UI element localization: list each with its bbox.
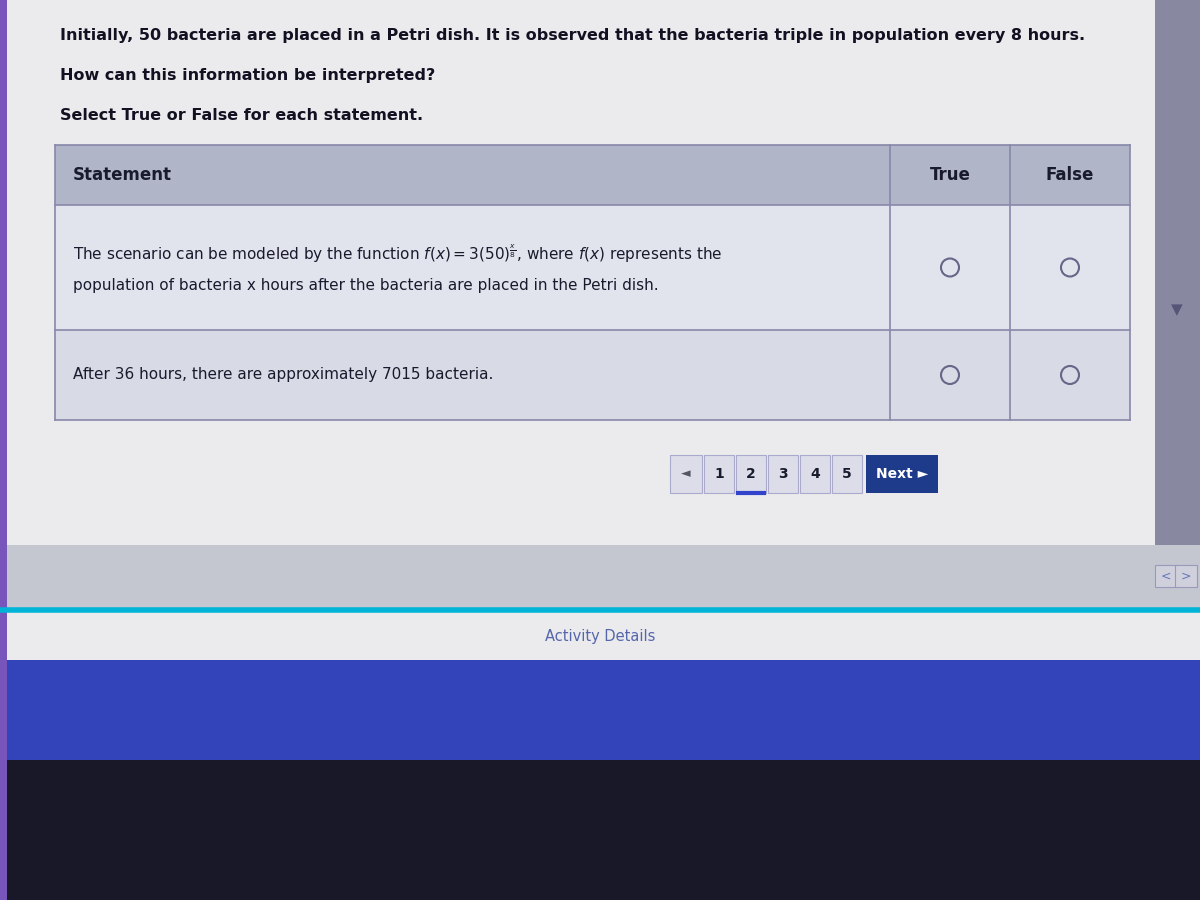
FancyBboxPatch shape (0, 545, 1200, 610)
FancyBboxPatch shape (0, 660, 1200, 760)
Text: Initially, 50 bacteria are placed in a Petri dish. It is observed that the bacte: Initially, 50 bacteria are placed in a P… (60, 28, 1085, 43)
Text: Statement: Statement (73, 166, 172, 184)
FancyBboxPatch shape (1175, 565, 1198, 587)
Text: <: < (1160, 570, 1171, 582)
Text: ▼: ▼ (1171, 302, 1183, 318)
FancyBboxPatch shape (55, 330, 1130, 420)
FancyBboxPatch shape (55, 145, 1130, 205)
Text: The scenario can be modeled by the function $f(x) = 3(50)^{\frac{x}{8}}$, where : The scenario can be modeled by the funct… (73, 242, 722, 265)
FancyBboxPatch shape (1154, 0, 1200, 545)
FancyBboxPatch shape (866, 455, 938, 493)
FancyBboxPatch shape (768, 455, 798, 493)
FancyBboxPatch shape (0, 610, 1200, 665)
FancyBboxPatch shape (832, 455, 862, 493)
FancyBboxPatch shape (0, 760, 1200, 900)
Text: True: True (930, 166, 971, 184)
Text: False: False (1046, 166, 1094, 184)
Text: How can this information be interpreted?: How can this information be interpreted? (60, 68, 436, 83)
Text: 1: 1 (714, 467, 724, 481)
Text: After 36 hours, there are approximately 7015 bacteria.: After 36 hours, there are approximately … (73, 367, 493, 382)
Text: 3: 3 (778, 467, 788, 481)
Text: >: > (1181, 570, 1192, 582)
FancyBboxPatch shape (704, 455, 734, 493)
FancyBboxPatch shape (670, 455, 702, 493)
Text: Next ►: Next ► (876, 467, 928, 481)
FancyBboxPatch shape (800, 455, 830, 493)
Text: 4: 4 (810, 467, 820, 481)
FancyBboxPatch shape (0, 0, 1154, 545)
FancyBboxPatch shape (0, 0, 7, 900)
Text: Select True or False for each statement.: Select True or False for each statement. (60, 108, 424, 123)
Text: population of bacteria x hours after the bacteria are placed in the Petri dish.: population of bacteria x hours after the… (73, 278, 659, 293)
FancyBboxPatch shape (1154, 565, 1177, 587)
FancyBboxPatch shape (736, 455, 766, 493)
Text: ◄: ◄ (682, 467, 691, 481)
Text: 5: 5 (842, 467, 852, 481)
Text: Activity Details: Activity Details (545, 629, 655, 644)
FancyBboxPatch shape (55, 205, 1130, 330)
Text: 2: 2 (746, 467, 756, 481)
